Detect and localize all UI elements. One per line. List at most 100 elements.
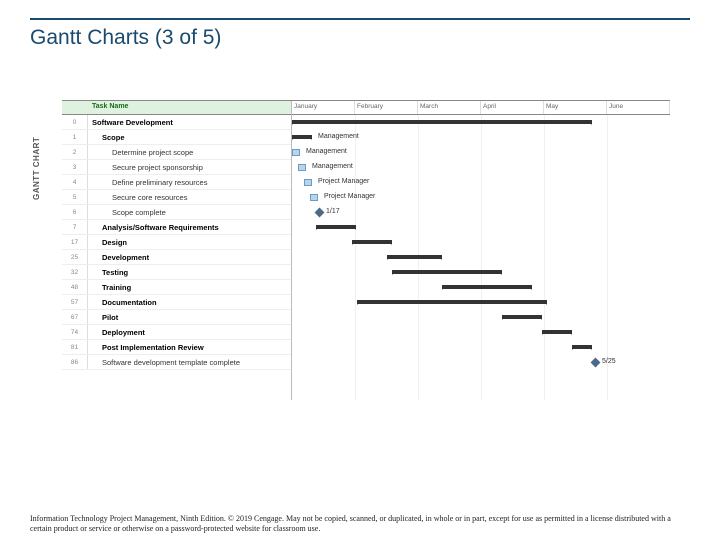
task-id: 5 bbox=[62, 190, 88, 204]
task-bar bbox=[292, 149, 300, 156]
task-name: Software development template complete bbox=[88, 358, 240, 367]
bar-row: 1/17 bbox=[292, 205, 670, 220]
title-bar: Gantt Charts (3 of 5) bbox=[30, 18, 690, 50]
summary-bar bbox=[442, 285, 532, 289]
task-name: Analysis/Software Requirements bbox=[88, 223, 219, 232]
task-id: 86 bbox=[62, 355, 88, 369]
task-name: Post Implementation Review bbox=[88, 343, 204, 352]
task-id: 17 bbox=[62, 235, 88, 249]
task-row: 3Secure project sponsorship bbox=[62, 160, 291, 175]
gantt-chart-figure: GANTT CHART Task Name 0Software Developm… bbox=[50, 100, 670, 420]
summary-bar bbox=[292, 135, 312, 139]
task-bar bbox=[298, 164, 306, 171]
task-id: 74 bbox=[62, 325, 88, 339]
copyright-footer: Information Technology Project Managemen… bbox=[30, 514, 690, 534]
summary-bar bbox=[292, 120, 592, 124]
month-january: January bbox=[292, 101, 355, 114]
task-header: Task Name bbox=[62, 101, 291, 115]
bar-label: Management bbox=[318, 133, 359, 140]
bar-label: 1/17 bbox=[326, 208, 340, 215]
task-name: Scope complete bbox=[88, 208, 166, 217]
bar-label: Management bbox=[312, 163, 353, 170]
task-name: Define preliminary resources bbox=[88, 178, 207, 187]
side-label: GANTT CHART bbox=[32, 137, 41, 200]
timeline-header: JanuaryFebruaryMarchAprilMayJune bbox=[292, 101, 670, 115]
task-id: 7 bbox=[62, 220, 88, 234]
task-row: 25Development bbox=[62, 250, 291, 265]
milestone-icon bbox=[315, 208, 325, 218]
task-name: Testing bbox=[88, 268, 128, 277]
summary-bar bbox=[352, 240, 392, 244]
bar-row: Management bbox=[292, 130, 670, 145]
task-row: 67Pilot bbox=[62, 310, 291, 325]
bar-row bbox=[292, 280, 670, 295]
task-bar bbox=[304, 179, 312, 186]
month-february: February bbox=[355, 101, 418, 114]
task-row: 7Analysis/Software Requirements bbox=[62, 220, 291, 235]
bar-row bbox=[292, 235, 670, 250]
task-name: Training bbox=[88, 283, 131, 292]
task-name: Software Development bbox=[88, 118, 173, 127]
task-row: 32Testing bbox=[62, 265, 291, 280]
bar-label: Project Manager bbox=[324, 193, 375, 200]
task-name: Secure core resources bbox=[88, 193, 187, 202]
page-title: Gantt Charts (3 of 5) bbox=[30, 26, 690, 50]
month-june: June bbox=[607, 101, 670, 114]
task-name: Deployment bbox=[88, 328, 145, 337]
bar-label: Management bbox=[306, 148, 347, 155]
bar-row bbox=[292, 295, 670, 310]
task-row: 17Design bbox=[62, 235, 291, 250]
timeline-column: JanuaryFebruaryMarchAprilMayJune Managem… bbox=[292, 101, 670, 400]
task-id: 32 bbox=[62, 265, 88, 279]
bar-row: Project Manager bbox=[292, 175, 670, 190]
task-id: 6 bbox=[62, 205, 88, 219]
task-row: 1Scope bbox=[62, 130, 291, 145]
summary-bar bbox=[572, 345, 592, 349]
summary-bar bbox=[387, 255, 442, 259]
summary-bar bbox=[502, 315, 542, 319]
bar-row: 5/25 bbox=[292, 355, 670, 370]
task-row: 0Software Development bbox=[62, 115, 291, 130]
task-id: 0 bbox=[62, 115, 88, 129]
task-name: Development bbox=[88, 253, 149, 262]
task-id: 25 bbox=[62, 250, 88, 264]
task-id: 81 bbox=[62, 340, 88, 354]
bar-row bbox=[292, 310, 670, 325]
month-march: March bbox=[418, 101, 481, 114]
bar-row bbox=[292, 115, 670, 130]
month-april: April bbox=[481, 101, 544, 114]
bar-row bbox=[292, 325, 670, 340]
task-row: 57Documentation bbox=[62, 295, 291, 310]
task-row: 6Scope complete bbox=[62, 205, 291, 220]
task-name: Design bbox=[88, 238, 127, 247]
milestone-icon bbox=[591, 358, 601, 368]
task-bar bbox=[310, 194, 318, 201]
month-may: May bbox=[544, 101, 607, 114]
task-name: Secure project sponsorship bbox=[88, 163, 203, 172]
task-id: 57 bbox=[62, 295, 88, 309]
summary-bar bbox=[316, 225, 356, 229]
task-name: Determine project scope bbox=[88, 148, 193, 157]
task-name: Scope bbox=[88, 133, 125, 142]
task-row: 5Secure core resources bbox=[62, 190, 291, 205]
task-row: 74Deployment bbox=[62, 325, 291, 340]
task-name: Documentation bbox=[88, 298, 157, 307]
bar-label: 5/25 bbox=[602, 358, 616, 365]
gantt-chart: Task Name 0Software Development1Scope2De… bbox=[62, 100, 670, 400]
task-name: Pilot bbox=[88, 313, 118, 322]
bar-label: Project Manager bbox=[318, 178, 369, 185]
task-id: 48 bbox=[62, 280, 88, 294]
task-row: 4Define preliminary resources bbox=[62, 175, 291, 190]
bar-row bbox=[292, 340, 670, 355]
bar-row bbox=[292, 250, 670, 265]
task-id: 67 bbox=[62, 310, 88, 324]
bar-row: Management bbox=[292, 160, 670, 175]
summary-bar bbox=[392, 270, 502, 274]
task-id: 2 bbox=[62, 145, 88, 159]
task-row: 86Software development template complete bbox=[62, 355, 291, 370]
task-row: 48Training bbox=[62, 280, 291, 295]
task-id: 3 bbox=[62, 160, 88, 174]
bar-row: Management bbox=[292, 145, 670, 160]
summary-bar bbox=[542, 330, 572, 334]
task-row: 2Determine project scope bbox=[62, 145, 291, 160]
